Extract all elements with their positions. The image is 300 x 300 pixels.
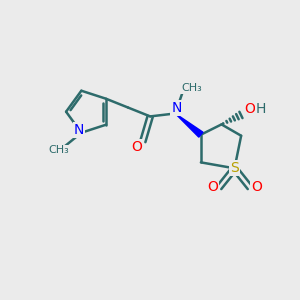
Text: O: O <box>251 180 262 194</box>
Text: N: N <box>74 123 84 137</box>
Text: N: N <box>172 101 182 115</box>
Text: S: S <box>230 161 239 175</box>
Polygon shape <box>175 113 203 137</box>
Text: O: O <box>207 180 218 194</box>
Text: O: O <box>131 140 142 154</box>
Text: CH₃: CH₃ <box>181 83 202 93</box>
Text: H: H <box>256 102 266 116</box>
Text: CH₃: CH₃ <box>48 146 69 155</box>
Text: O: O <box>244 102 256 116</box>
